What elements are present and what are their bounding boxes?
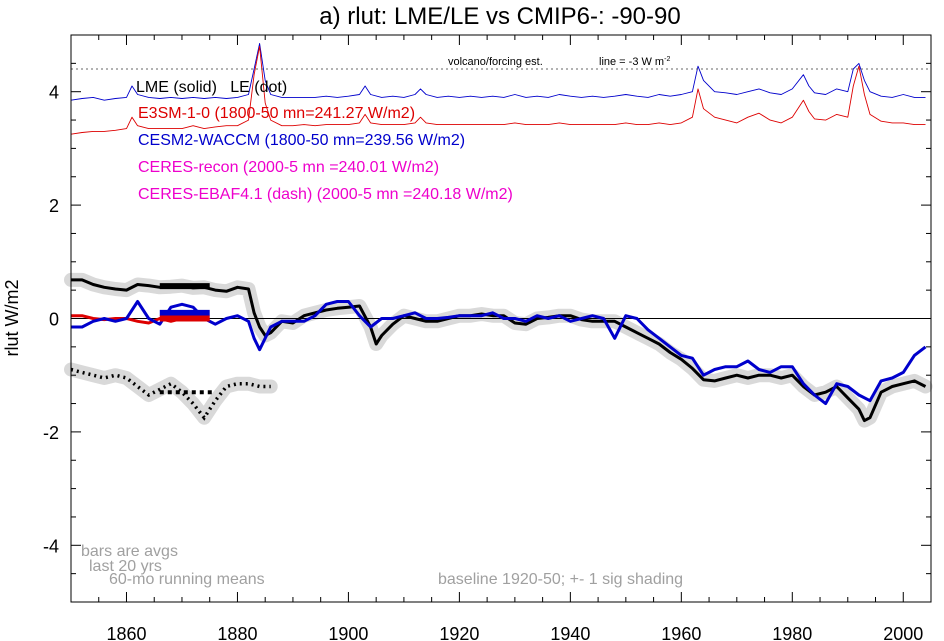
legend-e3sm: E3SM-1-0 (1800-50 mn=241.27 W/m2) [138, 105, 415, 122]
lme-forcing-estimate-line [70, 43, 926, 101]
legend-cesm2-waccm: CESM2-WACCM (1800-50 mn=239.56 W/m2) [138, 132, 465, 149]
volcano-label: volcano/forcing est. [448, 56, 543, 68]
axis-ticks: 1860 1880 1900 1920 1940 1960 1980 2000 4 2 0 -2 -4 [43, 34, 932, 641]
x-tick-label: 1940 [550, 624, 590, 641]
bars-note-2: last 20 yrs [89, 558, 162, 575]
cesm2-waccm-line [71, 300, 927, 406]
legend-ceres-ebaf: CERES-EBAF4.1 (dash) (2000-5 mn =240.18 … [138, 186, 513, 203]
legend-ceres-recon: CERES-recon (2000-5 mn =240.01 W/m2) [138, 159, 439, 176]
y-tick-label: -4 [43, 536, 59, 556]
uncertainty-shading [64, 272, 933, 428]
running-means-note: 60-mo running means [109, 571, 265, 588]
line-label: line = -3 W m-2 [599, 56, 670, 68]
lme-solid-shading [64, 272, 933, 428]
x-tick-label: 1860 [106, 624, 146, 641]
x-tick-label: 1880 [217, 624, 257, 641]
forcing-estimate-lines [70, 43, 926, 135]
y-tick-label: 4 [49, 83, 59, 103]
y-tick-label: 0 [49, 310, 59, 330]
e3sm-forcing-estimate-line [70, 45, 926, 135]
le-dot-shading [64, 362, 278, 425]
line-label-superscript: -2 [664, 56, 670, 63]
legend-lme-le: LME (solid) LE (dot) [136, 79, 287, 96]
lme-solid-line [71, 278, 927, 423]
y-axis-label: rlut W/m2 [2, 279, 22, 356]
x-tick-label: 1900 [328, 624, 368, 641]
data-series [70, 278, 927, 423]
y-tick-label: 2 [49, 196, 59, 216]
x-tick-label: 1960 [661, 624, 701, 641]
bars-note-1: bars are avgs [81, 543, 178, 560]
x-tick-label: 1980 [772, 624, 812, 641]
chart-title: a) rlut: LME/LE vs CMIP6-: -90-90 [319, 3, 680, 30]
baseline-note: baseline 1920-50; +- 1 sig shading [438, 571, 683, 588]
y-tick-label: -2 [43, 423, 59, 443]
average-bars [159, 283, 216, 395]
x-tick-label: 2000 [883, 624, 923, 641]
x-tick-label: 1920 [439, 624, 479, 641]
